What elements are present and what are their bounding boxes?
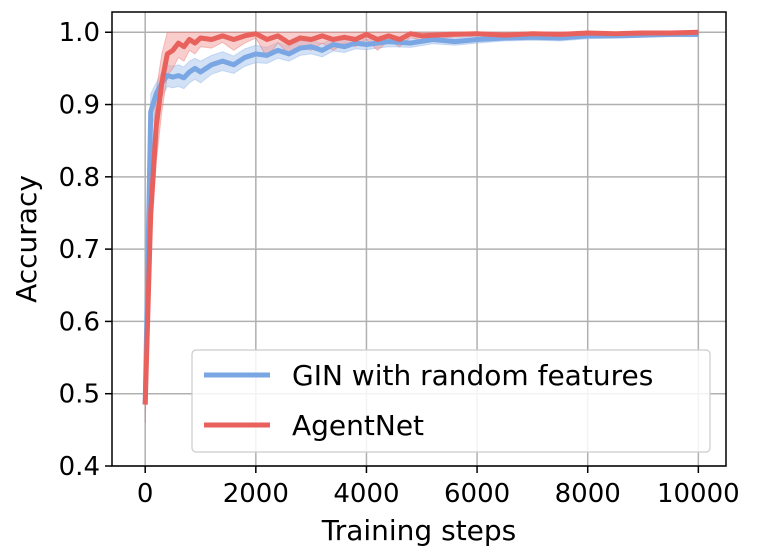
x-tick-label: 2000 — [223, 479, 289, 509]
legend-label-agentnet: AgentNet — [292, 409, 424, 442]
plot-area-frame — [111, 11, 727, 467]
x-tick-label: 0 — [137, 479, 154, 509]
y-tick-label: 0.4 — [59, 452, 100, 482]
series-lines — [142, 29, 699, 405]
y-axis-label: Accuracy — [10, 175, 43, 303]
y-tick-label: 1.0 — [59, 18, 100, 48]
series-line-1 — [142, 29, 699, 405]
x-tick-label: 4000 — [333, 479, 399, 509]
y-tick-label: 0.7 — [59, 235, 100, 265]
legend: GIN with random features AgentNet — [191, 349, 711, 453]
x-tick-label: 8000 — [555, 479, 621, 509]
x-axis-label: Training steps — [321, 514, 517, 547]
y-tick-label: 0.8 — [59, 163, 100, 193]
x-tick-label: 6000 — [444, 479, 510, 509]
legend-label-gin: GIN with random features — [292, 359, 653, 392]
y-tick-label: 0.6 — [59, 307, 100, 337]
y-tick-label: 0.5 — [59, 380, 100, 410]
axis-ticks: 0 2000 4000 6000 8000 10000 0.4 0.5 0.6 0.7 0.8 0.9… — [59, 18, 740, 509]
legend-box — [191, 349, 711, 453]
series-line-0 — [142, 31, 699, 405]
y-tick-label: 0.9 — [59, 91, 100, 121]
x-tick-label: 10000 — [657, 479, 740, 509]
